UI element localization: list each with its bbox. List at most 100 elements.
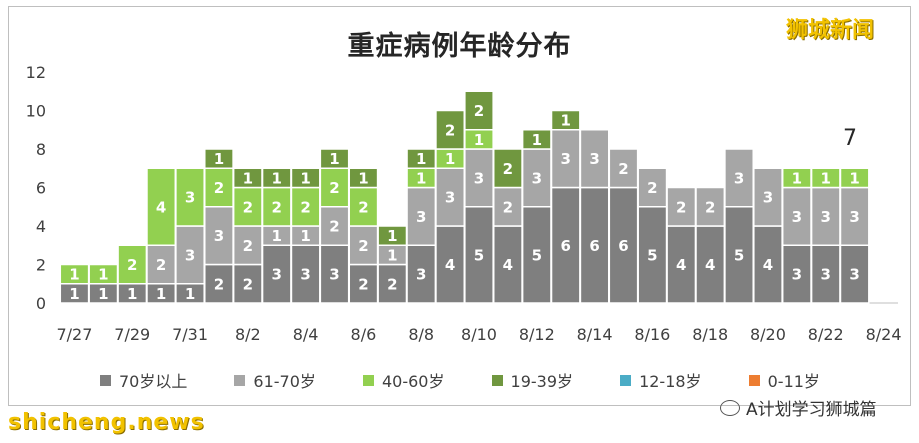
- bar-data-label: 3: [300, 266, 310, 284]
- bar-data-label: 1: [98, 285, 108, 303]
- bar-segment: [464, 206, 494, 304]
- bar-data-label: 1: [416, 150, 426, 168]
- bar-data-label: 2: [156, 256, 166, 274]
- legend-swatch: [748, 374, 760, 386]
- bar-data-label: 3: [560, 150, 570, 168]
- brand-logo-text: 狮城新闻: [786, 18, 875, 43]
- bar-data-label: 2: [618, 160, 628, 178]
- bar-segment: [521, 148, 552, 208]
- legend-swatch: [620, 374, 632, 386]
- bar-data-label: 3: [792, 266, 802, 284]
- bar-data-label: 3: [185, 246, 195, 264]
- x-tick-label: 8/2: [235, 325, 261, 344]
- bar-segment: [319, 206, 350, 246]
- bar-data-label: 1: [300, 169, 310, 187]
- bar-segment: [319, 167, 350, 208]
- bar-data-label: 1: [474, 131, 484, 149]
- bar-data-label: 1: [156, 285, 166, 303]
- bar-data-label: 4: [705, 256, 715, 274]
- bar-data-label: 2: [243, 237, 253, 255]
- bar-data-label: 2: [214, 275, 224, 293]
- last-total-callout: 7: [843, 126, 857, 151]
- bar-segment: [435, 109, 466, 150]
- bar-data-label: 1: [243, 169, 253, 187]
- bar-data-label: 2: [329, 218, 339, 236]
- bar-segment: [579, 129, 610, 189]
- bar-data-label: 6: [560, 237, 570, 255]
- chart-legend: 70岁以上 61-70岁 40-60岁 19-39岁 12-18岁 0-11岁: [100, 368, 820, 392]
- x-tick-label: 8/4: [293, 325, 319, 344]
- bar-segment: [666, 186, 697, 227]
- bar-data-label: 4: [445, 256, 455, 274]
- legend-label: 61-70岁: [253, 372, 316, 391]
- bar-data-label: 3: [821, 208, 831, 226]
- watermark-right: A计划学习狮城篇: [720, 395, 877, 420]
- wechat-icon: [720, 399, 740, 416]
- bar-data-label: 3: [214, 227, 224, 245]
- legend-item: 12-18岁: [620, 368, 702, 392]
- bar-data-label: 2: [445, 121, 455, 139]
- bar-segment: [175, 167, 205, 227]
- bar-data-label: 2: [705, 198, 715, 216]
- bar-data-label: 3: [185, 189, 195, 207]
- legend-item: 40-60岁: [362, 368, 445, 392]
- y-tick-label: 10: [26, 102, 46, 121]
- y-tick-label: 8: [36, 140, 46, 159]
- bar-data-label: 2: [243, 275, 253, 293]
- bar-data-label: 1: [272, 169, 282, 187]
- bar-segment: [637, 167, 668, 208]
- y-tick-label: 2: [36, 256, 46, 275]
- bar-data-label: 2: [387, 275, 397, 293]
- x-tick-label: 8/18: [692, 325, 728, 344]
- bar-data-label: 3: [445, 189, 455, 207]
- bar-data-label: 2: [214, 179, 224, 197]
- bar-data-label: 2: [127, 256, 137, 274]
- bar-data-label: 2: [243, 198, 253, 216]
- bar-segment: [550, 129, 581, 189]
- chart-title: 重症病例年龄分布: [347, 31, 572, 62]
- bar-segment: [695, 225, 726, 304]
- x-tick-label: 8/20: [750, 325, 786, 344]
- bar-data-label: 3: [734, 169, 744, 187]
- bar-data-label: 1: [127, 285, 137, 303]
- bar-data-label: 3: [821, 266, 831, 284]
- bar-data-label: 5: [647, 246, 657, 264]
- x-tick-label: 8/24: [866, 325, 902, 344]
- bar-data-label: 4: [676, 256, 686, 274]
- bar-data-label: 2: [358, 275, 368, 293]
- legend-swatch: [100, 374, 111, 386]
- bar-data-label: 3: [416, 266, 426, 284]
- bar-data-label: 2: [358, 198, 368, 216]
- y-tick-label: 6: [36, 179, 46, 198]
- bar-segment: [724, 206, 754, 304]
- bar-data-label: 1: [329, 150, 339, 168]
- x-tick-label: 8/10: [461, 325, 497, 344]
- bar-segment: [464, 148, 494, 208]
- bar-segment: [637, 206, 668, 304]
- bar-data-label: 1: [98, 266, 108, 284]
- bar-data-label: 3: [763, 189, 773, 207]
- bar-data-label: 2: [474, 102, 484, 120]
- bar-data-label: 5: [734, 246, 744, 264]
- bar-data-label: 3: [474, 169, 484, 187]
- bar-data-label: 1: [69, 266, 79, 284]
- bar-data-label: 4: [763, 256, 773, 274]
- bar-data-label: 1: [792, 169, 802, 187]
- bar-data-label: 3: [272, 266, 282, 284]
- legend-label: 40-60岁: [381, 372, 445, 391]
- bar-data-label: 1: [69, 285, 79, 303]
- legend-swatch: [362, 374, 374, 386]
- x-tick-label: 7/27: [56, 325, 92, 344]
- bar-data-label: 3: [416, 208, 426, 226]
- bar-segment: [579, 186, 610, 304]
- bar-data-label: 4: [503, 256, 513, 274]
- bar-data-label: 1: [387, 227, 397, 245]
- x-tick-label: 8/14: [577, 325, 613, 344]
- bar-segment: [695, 186, 726, 227]
- bar-data-label: 3: [792, 208, 802, 226]
- bar-segment: [550, 109, 581, 131]
- bar-segment: [290, 244, 321, 304]
- y-tick-label: 0: [36, 294, 46, 313]
- bar-data-label: 1: [560, 112, 570, 130]
